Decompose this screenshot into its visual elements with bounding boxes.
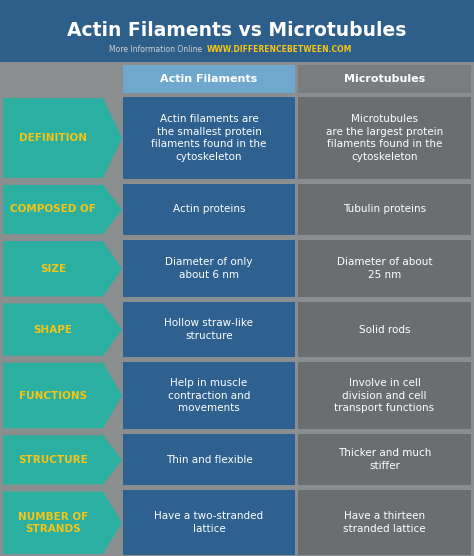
Text: Thin and flexible: Thin and flexible [165,455,252,465]
Text: Diameter of about
25 nm: Diameter of about 25 nm [337,257,432,280]
Text: Microtubules: Microtubules [344,74,425,84]
Text: Involve in cell
division and cell
transport functions: Involve in cell division and cell transp… [335,378,435,413]
Text: Solid rods: Solid rods [359,325,410,335]
FancyBboxPatch shape [298,240,471,297]
Polygon shape [3,363,122,428]
Text: WWW.DIFFERENCEBETWEEN.COM: WWW.DIFFERENCEBETWEEN.COM [207,46,352,54]
Text: Have a thirteen
stranded lattice: Have a thirteen stranded lattice [343,512,426,534]
Text: SHAPE: SHAPE [34,325,73,335]
Text: Actin proteins: Actin proteins [173,205,245,215]
Text: Actin filaments are
the smallest protein
filaments found in the
cytoskeleton: Actin filaments are the smallest protein… [151,114,267,162]
FancyBboxPatch shape [123,362,295,429]
FancyBboxPatch shape [123,65,295,93]
Text: DEFINITION: DEFINITION [19,133,87,143]
FancyBboxPatch shape [298,434,471,485]
Text: Actin Filaments vs Microtubules: Actin Filaments vs Microtubules [67,21,407,39]
FancyBboxPatch shape [123,97,295,179]
FancyBboxPatch shape [123,490,295,555]
Text: Thicker and much
stiffer: Thicker and much stiffer [338,449,431,471]
Text: More Information Online: More Information Online [109,46,202,54]
FancyBboxPatch shape [298,490,471,555]
Text: STRUCTURE: STRUCTURE [18,455,88,465]
Text: Have a two-stranded
lattice: Have a two-stranded lattice [155,512,264,534]
Polygon shape [3,98,122,178]
FancyBboxPatch shape [123,302,295,357]
Text: Actin Filaments: Actin Filaments [160,74,258,84]
FancyBboxPatch shape [298,65,471,93]
Text: NUMBER OF
STRANDS: NUMBER OF STRANDS [18,512,88,534]
Text: Diameter of only
about 6 nm: Diameter of only about 6 nm [165,257,253,280]
FancyBboxPatch shape [298,184,471,235]
Text: Help in muscle
contraction and
movements: Help in muscle contraction and movements [168,378,250,413]
Polygon shape [3,185,122,234]
FancyBboxPatch shape [298,302,471,357]
Polygon shape [3,304,122,356]
Text: FUNCTIONS: FUNCTIONS [19,390,87,400]
Polygon shape [3,492,122,554]
Text: Microtubules
are the largest protein
filaments found in the
cytoskeleton: Microtubules are the largest protein fil… [326,114,443,162]
FancyBboxPatch shape [298,97,471,179]
FancyBboxPatch shape [298,362,471,429]
FancyBboxPatch shape [123,434,295,485]
Text: SIZE: SIZE [40,264,66,274]
Polygon shape [3,241,122,296]
Text: Hollow straw-like
structure: Hollow straw-like structure [164,318,254,341]
Polygon shape [3,435,122,484]
FancyBboxPatch shape [123,184,295,235]
FancyBboxPatch shape [123,240,295,297]
FancyBboxPatch shape [0,0,474,62]
Text: Tubulin proteins: Tubulin proteins [343,205,426,215]
Text: COMPOSED OF: COMPOSED OF [10,205,96,215]
